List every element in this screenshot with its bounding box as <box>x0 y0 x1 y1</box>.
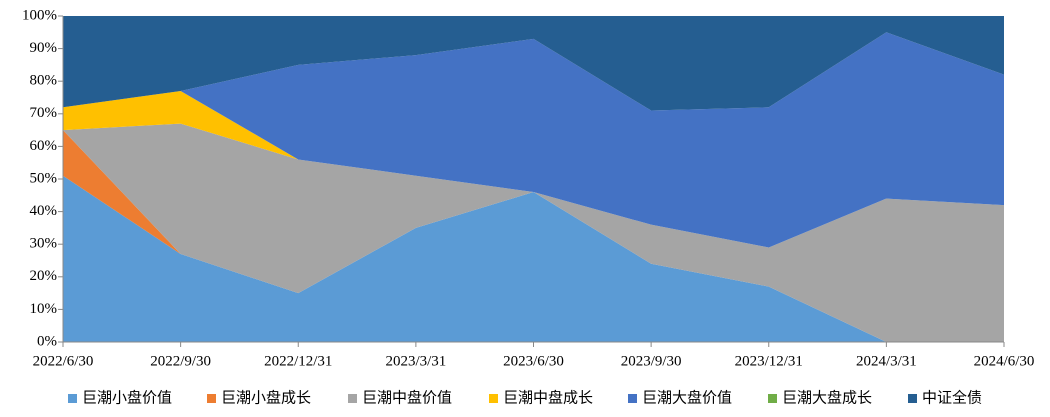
legend-label: 巨潮大盘价值 <box>642 388 732 406</box>
legend-swatch <box>489 394 498 403</box>
x-tick-label: 2024/6/30 <box>974 353 1035 369</box>
y-tick-label: 60% <box>30 138 58 154</box>
x-tick-label: 2023/6/30 <box>503 353 564 369</box>
y-tick-label: 50% <box>30 170 58 186</box>
x-tick-label: 2022/6/30 <box>33 353 94 369</box>
y-tick-label: 70% <box>30 105 58 121</box>
area <box>63 32 1004 248</box>
legend-label: 巨潮大盘成长 <box>782 388 872 406</box>
legend-swatch <box>628 394 637 403</box>
y-tick-label: 80% <box>30 73 58 89</box>
legend-label: 巨潮小盘成长 <box>221 388 311 406</box>
area <box>63 175 1004 342</box>
x-tick-label: 2024/3/31 <box>856 353 917 369</box>
legend-swatch <box>768 394 777 403</box>
x-tick-label: 2023/9/30 <box>621 353 682 369</box>
x-tick-label: 2023/3/31 <box>385 353 446 369</box>
x-tick-label: 2023/12/31 <box>735 353 803 369</box>
y-tick-label: 10% <box>30 301 58 317</box>
area <box>63 123 1004 342</box>
y-tick-label: 0% <box>37 333 57 349</box>
y-tick-label: 20% <box>30 268 58 284</box>
x-tick-label: 2022/12/31 <box>264 353 332 369</box>
y-tick-label: 30% <box>30 236 58 252</box>
legend-label: 巨潮小盘价值 <box>82 388 172 406</box>
legend-swatch <box>348 394 357 403</box>
legend-swatch <box>207 394 216 403</box>
legend-label: 中证全债 <box>922 388 982 406</box>
y-tick-label: 90% <box>30 40 58 56</box>
y-tick-label: 40% <box>30 203 58 219</box>
x-tick-label: 2022/9/30 <box>150 353 211 369</box>
legend-label: 巨潮中盘价值 <box>362 388 452 406</box>
legend-swatch <box>908 394 917 403</box>
legend-swatch <box>68 394 77 403</box>
y-tick-label: 100% <box>22 7 57 23</box>
area <box>63 16 1004 111</box>
legend-label: 巨潮中盘成长 <box>503 388 593 406</box>
area <box>63 90 1004 248</box>
